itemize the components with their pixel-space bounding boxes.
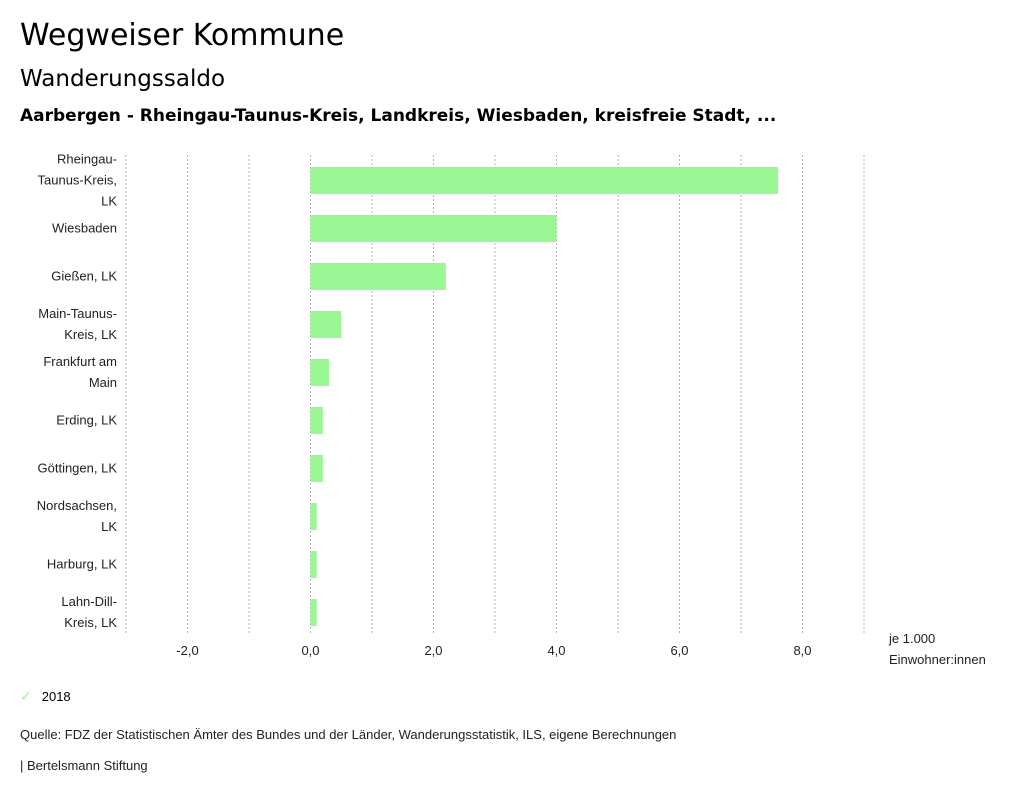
category-label: Kreis, LK: [64, 327, 117, 342]
bar[interactable]: [310, 551, 317, 578]
category-label: Main: [89, 375, 117, 390]
category-label: Main-Taunus-: [38, 306, 117, 321]
category-label: Kreis, LK: [64, 615, 117, 630]
category-label: Göttingen, LK: [38, 461, 118, 476]
bar-chart: Rheingau- Taunus-Kreis, LK Wiesbaden Gießen,…: [37, 152, 986, 668]
x-tick-label: 6,0: [670, 643, 688, 658]
bar[interactable]: [310, 263, 446, 290]
category-label: LK: [101, 194, 117, 209]
category-label: Wiesbaden: [52, 221, 117, 236]
category-labels: Rheingau- Taunus-Kreis, LK Wiesbaden Gießen,…: [37, 152, 118, 631]
x-tick-label: 0,0: [301, 643, 319, 658]
region-selection: Aarbergen - Rheingau-Taunus-Kreis, Landk…: [20, 106, 777, 126]
x-tick-labels: -2,0 0,0 2,0 4,0 6,0 8,0: [176, 643, 811, 658]
category-label: Harburg, LK: [47, 557, 117, 572]
x-axis-label: je 1.000: [888, 631, 935, 646]
category-label: Nordsachsen,: [37, 498, 117, 513]
category-label: LK: [101, 519, 117, 534]
page-title: Wegweiser Kommune: [20, 18, 345, 53]
bar[interactable]: [310, 167, 778, 194]
category-label: Frankfurt am: [43, 354, 117, 369]
x-tick-label: 2,0: [424, 643, 442, 658]
bar[interactable]: [310, 503, 317, 530]
bar[interactable]: [310, 215, 557, 242]
x-axis-label: Einwohner:innen: [889, 652, 986, 667]
check-icon: ✓: [20, 688, 32, 704]
bar[interactable]: [310, 311, 342, 338]
source-note: Quelle: FDZ der Statistischen Ämter des …: [20, 727, 677, 742]
x-tick-label: -2,0: [176, 643, 198, 658]
bar[interactable]: [310, 359, 329, 386]
bars: [310, 167, 778, 626]
category-label: Erding, LK: [56, 413, 117, 428]
legend-label: 2018: [41, 689, 71, 704]
bar[interactable]: [310, 407, 323, 434]
category-label: Rheingau-: [57, 152, 117, 167]
bar[interactable]: [310, 599, 317, 626]
category-label: Gießen, LK: [51, 269, 117, 284]
x-tick-label: 4,0: [547, 643, 565, 658]
legend[interactable]: ✓ 2018: [20, 688, 71, 705]
x-tick-label: 8,0: [793, 643, 811, 658]
bar[interactable]: [310, 455, 323, 482]
brand-note: | Bertelsmann Stiftung: [20, 758, 148, 773]
x-axis-unit-label: je 1.000 Einwohner:innen: [888, 631, 986, 667]
category-label: Taunus-Kreis,: [38, 173, 117, 188]
category-label: Lahn-Dill-: [61, 594, 117, 609]
chart-subtitle: Wanderungssaldo: [20, 66, 226, 92]
